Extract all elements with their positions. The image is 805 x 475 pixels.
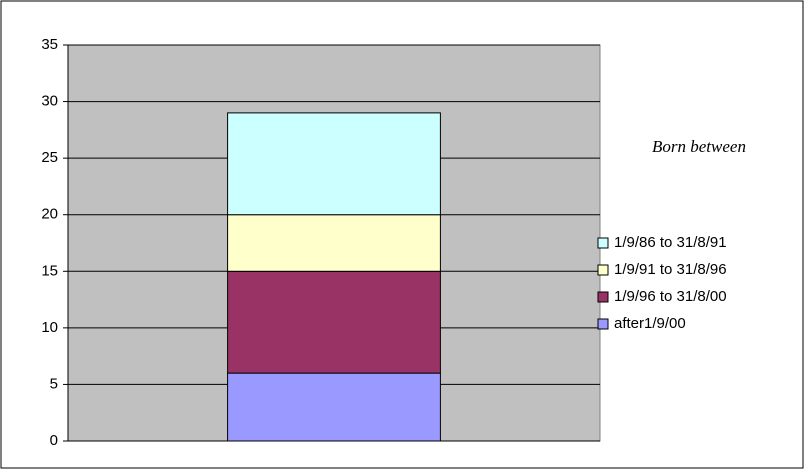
y-tick-label: 15 (41, 262, 58, 279)
y-tick-label: 35 (41, 36, 58, 53)
y-tick-label: 0 (50, 432, 58, 449)
legend-swatch (597, 318, 609, 330)
y-tick-label: 25 (41, 149, 58, 166)
bar-segment (227, 372, 441, 442)
y-tick-label: 10 (41, 319, 58, 336)
bar-segment (227, 214, 441, 272)
y-tick-label: 20 (41, 206, 58, 223)
legend-swatch (597, 264, 609, 276)
legend-swatch (597, 237, 609, 249)
legend-title: Born between (652, 137, 746, 156)
bar-segment (227, 112, 441, 216)
legend-label: 1/9/86 to 31/8/91 (614, 234, 727, 251)
legend-label: 1/9/96 to 31/8/00 (614, 288, 727, 305)
legend-swatch (597, 291, 609, 303)
y-tick-label: 5 (50, 375, 58, 392)
legend-label: 1/9/91 to 31/8/96 (614, 261, 727, 278)
bar-segment (227, 270, 441, 374)
legend-label: after1/9/00 (614, 315, 686, 332)
y-tick-label: 30 (41, 93, 58, 110)
